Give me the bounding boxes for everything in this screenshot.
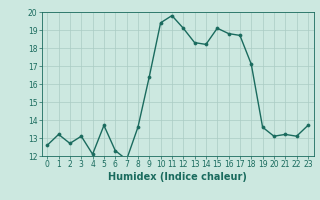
X-axis label: Humidex (Indice chaleur): Humidex (Indice chaleur) [108,172,247,182]
